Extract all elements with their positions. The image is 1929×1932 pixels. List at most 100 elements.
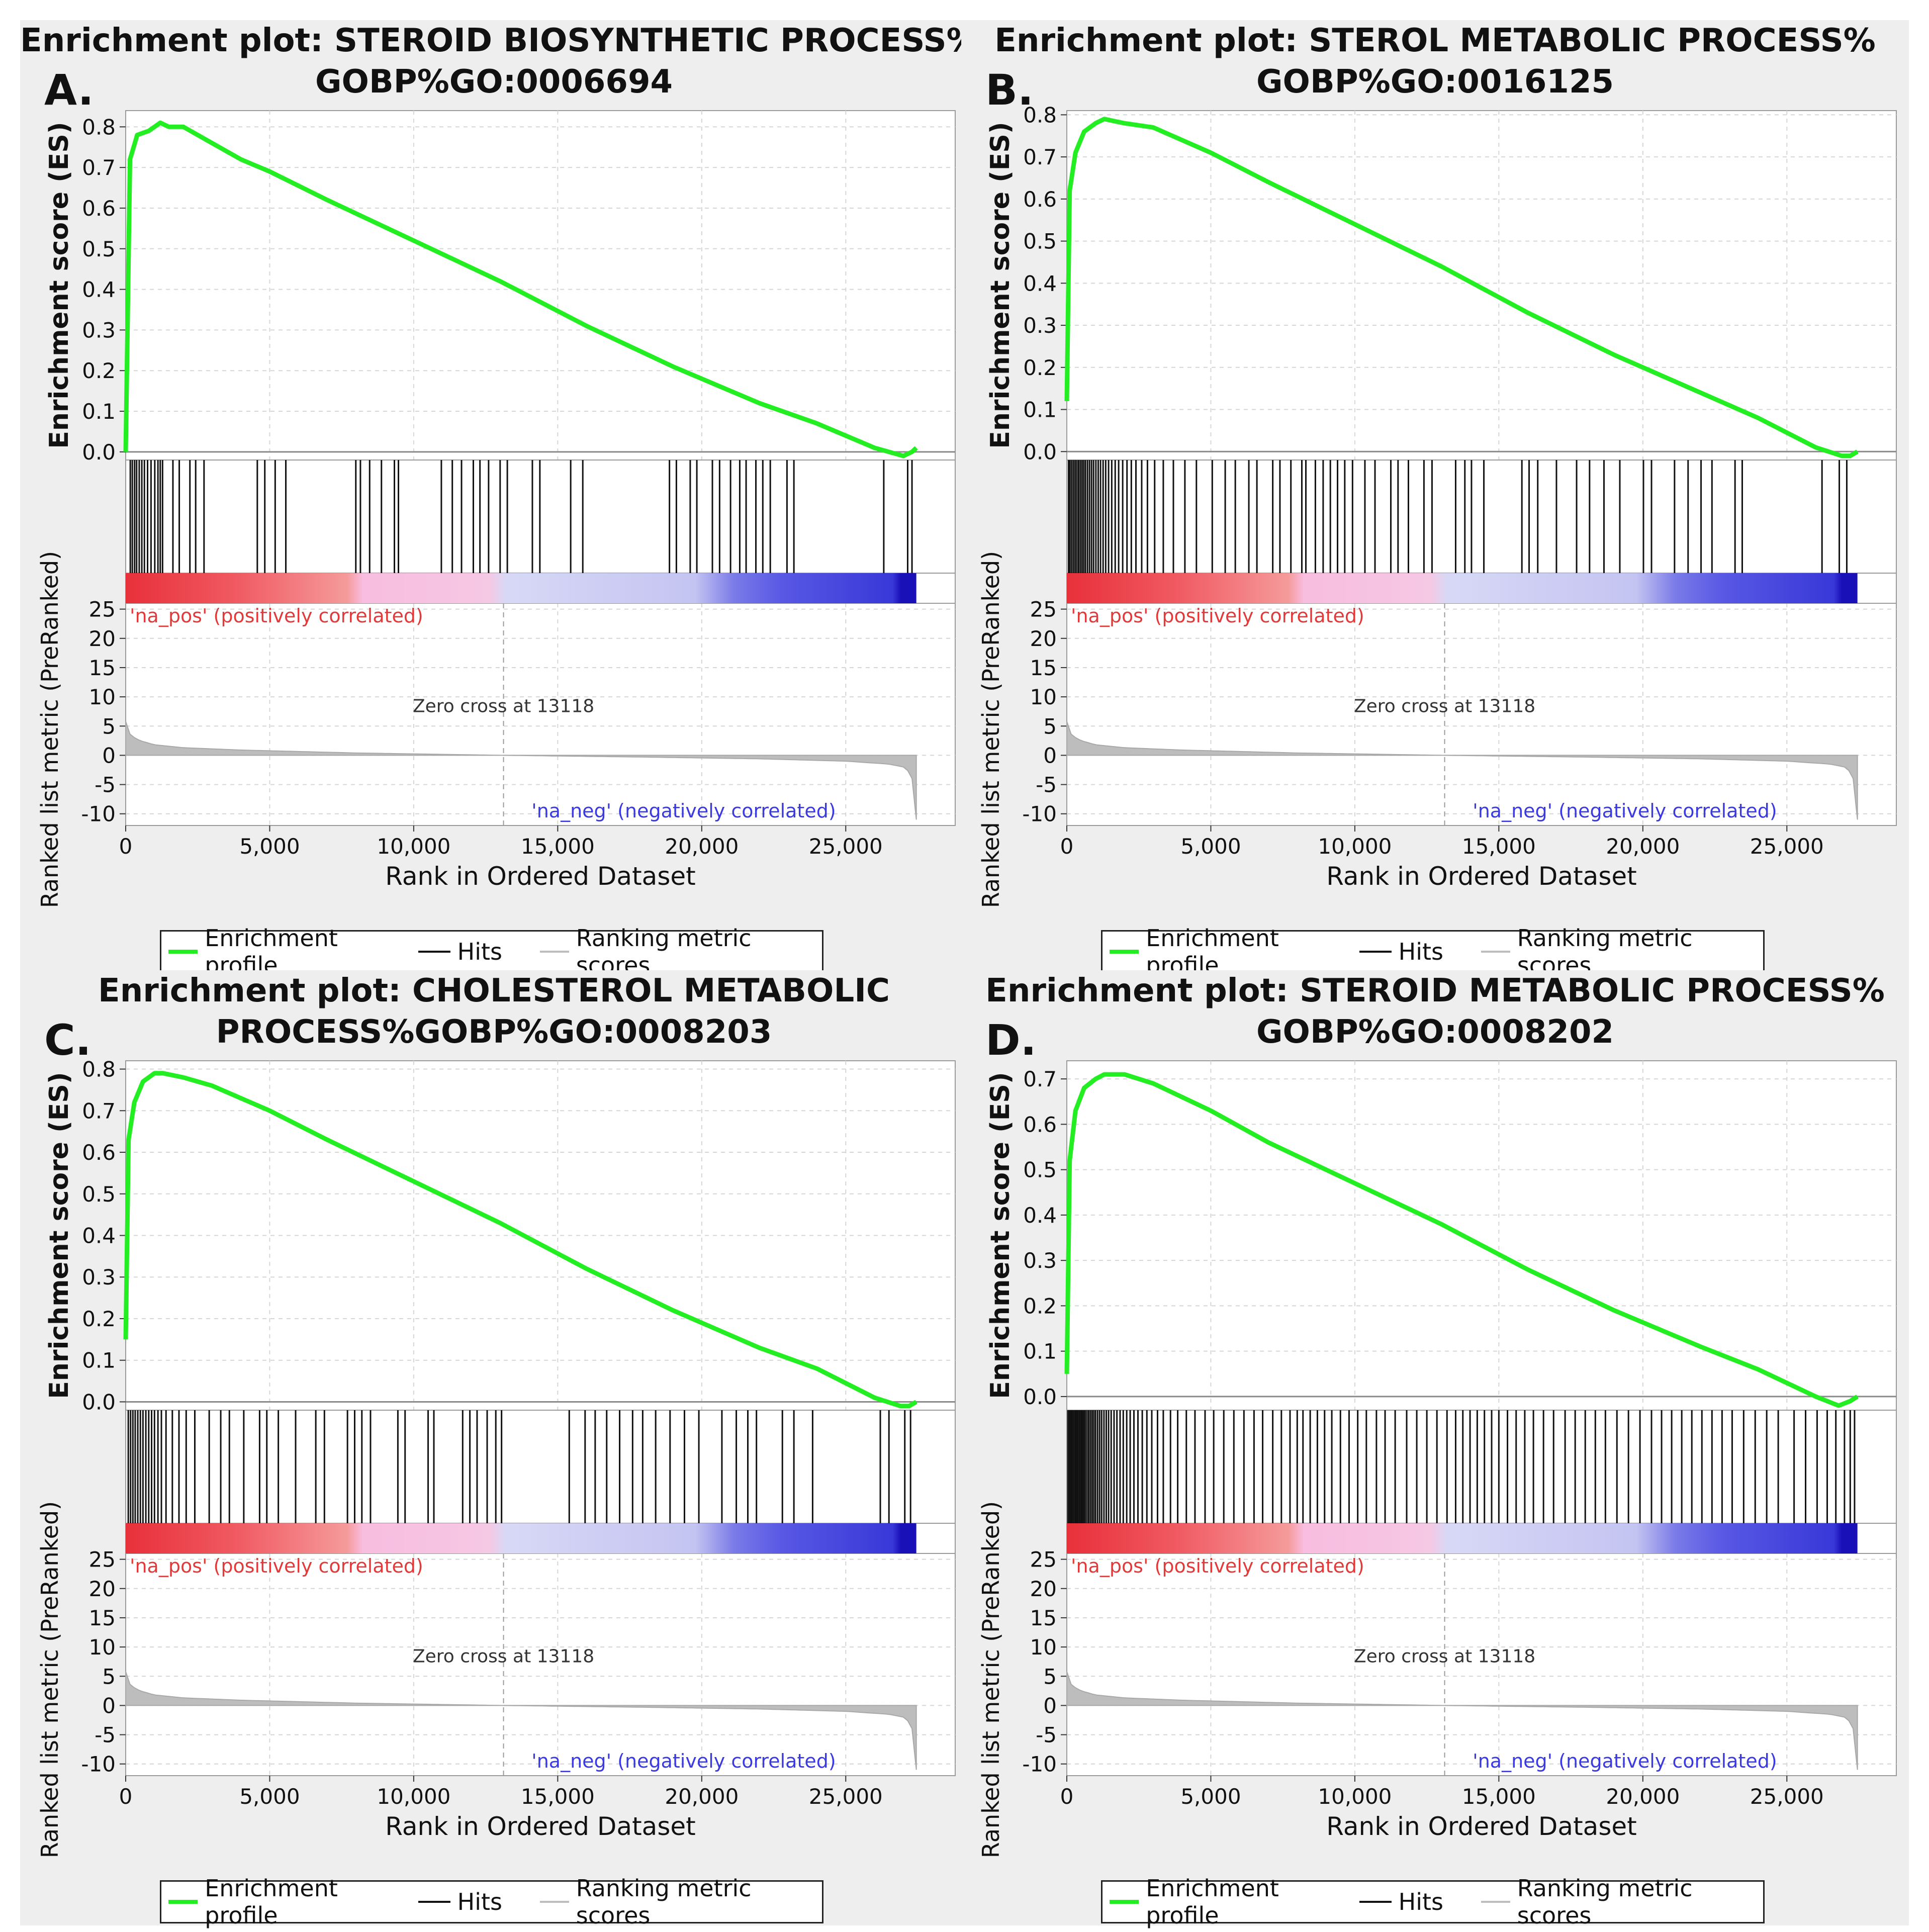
legend-label-hits: Hits xyxy=(1398,1888,1443,1915)
y-tick-label: 0.1 xyxy=(82,399,116,424)
ranking-metric-area xyxy=(1066,1671,1858,1770)
x-axis-label: Rank in Ordered Dataset xyxy=(1326,862,1636,891)
panel-title-line2: GOBP%GO:0016125 xyxy=(1256,63,1614,101)
metric-tick-label: 0 xyxy=(102,1693,116,1718)
legend-item-hits: Hits xyxy=(1359,938,1443,965)
metric-axis-label: Ranked list metric (PreRanked) xyxy=(36,1501,63,1858)
panel-title-line1: Enrichment plot: STEROID METABOLIC PROCE… xyxy=(985,972,1885,1009)
y-tick-label: 0.4 xyxy=(82,278,116,302)
y-tick-label: 0.0 xyxy=(1023,1385,1057,1409)
pos-correlated-label: 'na_pos' (positively correlated) xyxy=(130,605,423,627)
legend-label-profile: Enrichment profile xyxy=(1146,1875,1279,1929)
x-tick-label: 20,000 xyxy=(665,1784,739,1809)
metric-tick-label: -10 xyxy=(1022,802,1057,826)
y-tick-label: 0.4 xyxy=(1023,1203,1057,1228)
enrichment-profile-line xyxy=(123,120,918,458)
legend-swatch-profile xyxy=(168,1900,198,1904)
legend-label-hits: Hits xyxy=(1398,938,1443,965)
y-tick-label: 0.4 xyxy=(1023,271,1057,296)
y-tick-label: 0.3 xyxy=(82,318,116,342)
pos-correlated-label: 'na_pos' (positively correlated) xyxy=(130,1555,423,1577)
y-tick-label: 0.5 xyxy=(82,237,116,261)
enrichment-profile-line xyxy=(1064,117,1859,458)
metric-tick-label: -10 xyxy=(1022,1752,1057,1777)
x-tick-label: 15,000 xyxy=(1462,1784,1536,1809)
metric-tick-label: 20 xyxy=(1030,626,1057,651)
y-tick-label: 0.6 xyxy=(1023,1112,1057,1137)
metric-tick-label: -5 xyxy=(1036,773,1057,797)
legend: Enrichment profile Hits Ranking metric s… xyxy=(160,1875,823,1929)
legend-label-hits: Hits xyxy=(457,1888,502,1915)
enrichment-profile-line xyxy=(1064,1072,1859,1408)
metric-tick-label: 0 xyxy=(1043,743,1057,768)
legend-swatch-ranking xyxy=(539,951,569,953)
x-tick-label: 25,000 xyxy=(1750,834,1824,859)
neg-correlated-label: 'na_neg' (negatively correlated) xyxy=(1473,800,1777,822)
ranking-metric-area xyxy=(125,1671,917,1770)
enrichment-chart: 0.7 0.6 0.5 0.4 0.3 0.2 0.1 0.0 25 20 15 10 5 0 -5 -10 Z… xyxy=(977,1060,1897,1858)
y-tick-label: 0.1 xyxy=(1023,398,1057,422)
plot-background xyxy=(1066,110,1897,826)
metric-tick-label: 15 xyxy=(89,656,116,680)
legend-swatch-hits xyxy=(1359,1901,1392,1903)
panel-letter: D. xyxy=(985,1016,1037,1065)
metric-tick-label: 5 xyxy=(1043,714,1057,739)
legend-item-ranking: Ranking metric scores xyxy=(1481,1875,1752,1929)
metric-tick-label: 5 xyxy=(102,714,116,739)
legend-swatch-ranking xyxy=(539,1901,569,1903)
y-tick-label: 0.8 xyxy=(82,115,116,139)
legend-swatch-profile xyxy=(1110,950,1139,954)
x-tick-label: 0 xyxy=(1060,834,1074,859)
x-tick-label: 25,000 xyxy=(809,1784,883,1809)
legend-label-hits: Hits xyxy=(457,938,502,965)
x-tick-label: 20,000 xyxy=(1606,834,1680,859)
enrichment-chart: 0.8 0.7 0.6 0.5 0.4 0.3 0.2 0.1 0.0 25 20 15 10 5 0 -5 -… xyxy=(36,110,956,908)
y-tick-label: 0.2 xyxy=(82,358,116,383)
legend-swatch-ranking xyxy=(1481,951,1510,953)
panel-d: Enrichment plot: STEROID METABOLIC PROCE… xyxy=(961,970,1909,1929)
panel-a: Enrichment plot: STEROID BIOSYNTHETIC PR… xyxy=(20,20,979,979)
enrichment-profile-line xyxy=(123,1071,917,1409)
legend-swatch-profile xyxy=(168,950,198,954)
legend-label-ranking: Ranking metric scores xyxy=(576,1875,752,1929)
metric-tick-label: 10 xyxy=(89,685,116,709)
neg-correlated-label: 'na_neg' (negatively correlated) xyxy=(531,800,836,822)
x-axis-label: Rank in Ordered Dataset xyxy=(385,862,695,891)
metric-tick-label: 10 xyxy=(1030,685,1057,709)
metric-tick-label: -5 xyxy=(95,773,116,797)
panel-title-line2: PROCESS%GOBP%GO:0008203 xyxy=(216,1014,772,1051)
legend-swatch-hits xyxy=(418,1901,450,1903)
y-tick-label: 0.5 xyxy=(1023,1158,1057,1182)
panel-title-line1: Enrichment plot: STEROID BIOSYNTHETIC PR… xyxy=(20,22,979,59)
metric-tick-label: 0 xyxy=(1043,1693,1057,1718)
y-tick-label: 0.2 xyxy=(1023,1294,1057,1318)
y-tick-label: 0.3 xyxy=(82,1265,116,1290)
x-tick-label: 10,000 xyxy=(377,1784,450,1809)
y-tick-label: 0.3 xyxy=(1023,1248,1057,1273)
metric-tick-label: -10 xyxy=(81,802,116,826)
enrichment-chart: 0.8 0.7 0.6 0.5 0.4 0.3 0.2 0.1 0.0 25 20 15 10 5 0 -5 -… xyxy=(36,1057,956,1858)
metric-tick-label: 15 xyxy=(89,1606,116,1630)
metric-tick-label: 20 xyxy=(89,626,116,651)
x-tick-label: 25,000 xyxy=(1750,1784,1824,1809)
legend-item-hits: Hits xyxy=(418,1888,502,1915)
panel-c: Enrichment plot: CHOLESTEROL METABOLIC P… xyxy=(20,970,968,1929)
legend-item-hits: Hits xyxy=(1359,1888,1443,1915)
y-tick-label: 0.7 xyxy=(82,155,116,180)
panel-title-line2: GOBP%GO:0008202 xyxy=(1256,1014,1614,1051)
x-tick-label: 10,000 xyxy=(1318,834,1392,859)
y-tick-label: 0.7 xyxy=(82,1098,116,1123)
ranking-metric-area xyxy=(125,721,917,820)
ranking-color-bar xyxy=(126,1523,916,1553)
x-tick-label: 5,000 xyxy=(239,834,300,859)
neg-correlated-label: 'na_neg' (negatively correlated) xyxy=(1473,1750,1777,1772)
legend-swatch-ranking xyxy=(1481,1901,1510,1903)
legend-item-hits: Hits xyxy=(418,938,502,965)
y-tick-label: 0.2 xyxy=(1023,355,1057,380)
x-tick-label: 20,000 xyxy=(1606,1784,1680,1809)
metric-tick-label: -5 xyxy=(1036,1723,1057,1747)
x-axis-label: Rank in Ordered Dataset xyxy=(1326,1812,1636,1841)
panel-title-line1: Enrichment plot: STEROL METABOLIC PROCES… xyxy=(994,22,1876,59)
y-tick-label: 0.5 xyxy=(1023,229,1057,254)
y-tick-label: 0.6 xyxy=(82,196,116,221)
